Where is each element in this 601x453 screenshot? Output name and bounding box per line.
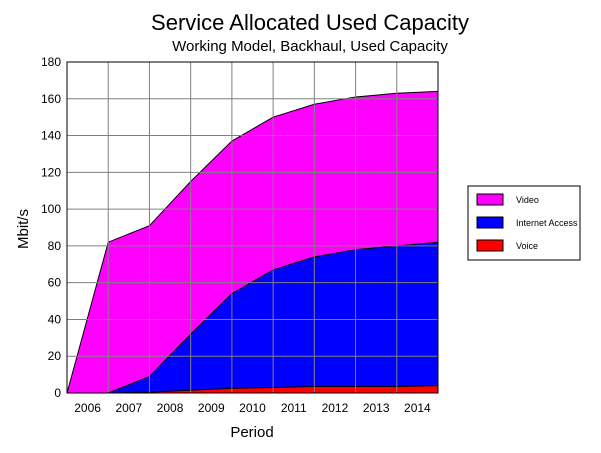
y-axis-label: Mbit/s [15, 209, 32, 249]
chart-title: Service Allocated Used Capacity [151, 10, 469, 35]
y-tick-label: 60 [48, 276, 62, 290]
area-voice [67, 385, 438, 393]
legend-swatch-voice [476, 239, 504, 252]
y-tick-label: 80 [48, 239, 62, 253]
legend-label-video: Video [516, 195, 539, 205]
x-tick-label: 2007 [115, 401, 142, 415]
x-tick-label: 2009 [198, 401, 225, 415]
x-tick-label: 2013 [363, 401, 390, 415]
area-internet-access [67, 242, 438, 393]
area-video [67, 91, 438, 394]
x-axis-label: Period [230, 424, 273, 441]
y-tick-label: 160 [41, 92, 61, 106]
chart-subtitle: Working Model, Backhaul, Used Capacity [172, 38, 448, 55]
y-tick-label: 120 [41, 165, 61, 179]
plot-frame [66, 61, 439, 394]
x-tick-label: 2008 [157, 401, 184, 415]
x-tick-label: 2012 [322, 401, 349, 415]
series-line-internet-access [67, 241, 439, 394]
y-tick-label: 100 [41, 202, 61, 216]
legend-swatch-internet-access [476, 216, 504, 229]
x-tick-label: 2011 [281, 401, 307, 415]
legend-swatch-video [476, 193, 504, 206]
y-tick-label: 20 [48, 349, 62, 363]
y-tick-label: 40 [48, 312, 62, 326]
x-tick-label: 2006 [74, 401, 101, 415]
legend: Video Internet Access Voice [467, 185, 581, 261]
legend-label-internet-access: Internet Access [516, 218, 578, 228]
x-tick-label: 2010 [239, 401, 266, 415]
y-tick-label: 180 [41, 55, 61, 69]
y-tick-label: 0 [54, 386, 61, 400]
y-tick-label: 140 [41, 129, 61, 143]
x-tick-label: 2014 [404, 401, 431, 415]
series-line-video [66, 90, 439, 394]
legend-label-voice: Voice [516, 241, 538, 251]
